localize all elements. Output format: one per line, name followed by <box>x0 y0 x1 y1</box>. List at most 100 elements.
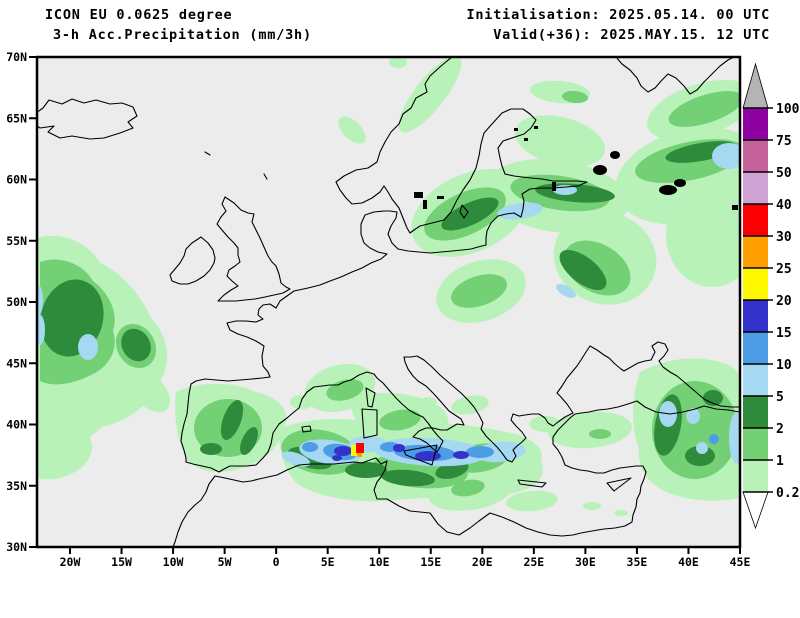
precip-region <box>351 445 357 456</box>
precip-region <box>729 412 740 464</box>
lat-tick-label: 40N <box>6 418 27 432</box>
initialisation-time: Initialisation: 2025.05.14. 00 UTC <box>466 7 770 23</box>
lake <box>514 128 518 131</box>
colorbar-tick-label: 30 <box>776 230 792 245</box>
precip-region <box>37 315 45 345</box>
lat-tick-label: 30N <box>6 540 27 554</box>
colorbar-tick-label: 50 <box>776 166 792 181</box>
colorbar-tick-label: 2 <box>776 422 784 437</box>
precip-region <box>451 274 507 308</box>
lake <box>659 185 677 195</box>
colorbar-block <box>743 108 768 140</box>
colorbar-block <box>743 364 768 396</box>
latitude-axis: 70N 65N 60N 55N 50N 45N 40N 35N 30N <box>6 50 37 554</box>
colorbar-block <box>743 236 768 268</box>
precip-region <box>441 197 499 231</box>
lat-tick-label: 65N <box>6 111 27 125</box>
precip-region <box>334 446 352 456</box>
precip-region <box>614 510 628 516</box>
lake <box>732 205 738 210</box>
precip-region <box>497 202 543 220</box>
coastline <box>361 408 378 439</box>
precip-region <box>451 479 485 497</box>
colorbar-tick-label: 5 <box>776 390 784 405</box>
lon-tick-label: 10W <box>163 555 184 569</box>
precip-region <box>381 469 435 487</box>
lon-tick-label: 25E <box>523 555 544 569</box>
colorbar-block <box>743 268 768 300</box>
precip-region <box>712 143 740 169</box>
coastline <box>517 479 547 488</box>
coastline <box>615 57 735 95</box>
colorbar-block <box>743 332 768 364</box>
colorbar-tick-label: 1 <box>776 454 784 469</box>
lon-tick-label: 20E <box>472 555 493 569</box>
coastline <box>204 151 211 156</box>
colorbar-overflow-triangle <box>742 62 769 109</box>
precip-region <box>559 249 607 291</box>
precip-region <box>121 328 151 362</box>
colorbar: 100 75 50 40 30 25 20 15 10 5 2 1 0.2 <box>742 62 800 530</box>
colorbar-tick-label: 15 <box>776 326 792 341</box>
coastlines <box>37 57 740 547</box>
lake <box>437 196 444 199</box>
precip-region <box>302 442 318 452</box>
precip-region <box>37 417 92 480</box>
precip-region <box>419 397 437 407</box>
colorbar-block <box>743 460 768 492</box>
colorbar-tick-label: 75 <box>776 134 792 149</box>
lon-tick-label: 15E <box>420 555 441 569</box>
lon-tick-label: 15W <box>111 555 132 569</box>
colorbar-block <box>743 428 768 460</box>
colorbar-tick-label: 10 <box>776 358 792 373</box>
lon-tick-label: 10E <box>369 555 390 569</box>
precip-region <box>696 442 708 454</box>
precip-region <box>338 116 366 144</box>
coastline <box>37 98 138 140</box>
colorbar-underflow-triangle <box>742 491 769 530</box>
lake <box>524 138 528 141</box>
lat-tick-label: 60N <box>6 173 27 187</box>
precip-region <box>703 390 723 406</box>
longitude-axis: 20W 15W 10W 5W 0 5E 10E 15E 20E 25E 30E 35E 40E 45E <box>60 547 751 569</box>
colorbar-tick-label: 25 <box>776 262 792 277</box>
model-title: ICON EU 0.0625 degree <box>45 7 233 23</box>
lon-tick-label: 0 <box>273 555 280 569</box>
precip-region <box>393 444 405 452</box>
colorbar-tick-label: 0.2 <box>776 486 799 501</box>
precip-region <box>453 451 469 459</box>
precip-region <box>548 411 632 449</box>
precip-region <box>686 408 700 424</box>
parameter-title: 3-h Acc.Precipitation (mm/3h) <box>53 27 312 43</box>
precip-region <box>332 455 342 461</box>
colorbar-tick-label: 20 <box>776 294 792 309</box>
coastline <box>180 57 740 473</box>
precip-region <box>529 416 561 432</box>
lon-tick-label: 45E <box>730 555 751 569</box>
lon-tick-label: 20W <box>60 555 81 569</box>
precip-region <box>37 286 43 314</box>
precip-region <box>556 284 576 298</box>
precip-region <box>451 395 489 415</box>
precip-region <box>220 400 244 440</box>
lon-tick-label: 5W <box>218 555 232 569</box>
precip-region <box>281 451 311 467</box>
precip-region <box>345 462 387 478</box>
precip-region <box>379 409 421 431</box>
lon-tick-label: 35E <box>627 555 648 569</box>
precip-region <box>506 490 558 512</box>
coastline <box>301 425 312 433</box>
precip-region <box>668 91 740 127</box>
colorbar-block <box>743 172 768 204</box>
valid-time: Valid(+36): 2025.MAY.15. 12 UTC <box>493 27 770 43</box>
lat-tick-label: 35N <box>6 479 27 493</box>
lon-tick-label: 30E <box>575 555 596 569</box>
lat-tick-label: 70N <box>6 50 27 64</box>
precip-region <box>583 502 601 510</box>
coastline <box>216 196 291 302</box>
colorbar-tick-label: 100 <box>776 102 800 117</box>
lat-tick-label: 50N <box>6 295 27 309</box>
lake <box>414 192 423 198</box>
precip-region <box>357 452 362 457</box>
